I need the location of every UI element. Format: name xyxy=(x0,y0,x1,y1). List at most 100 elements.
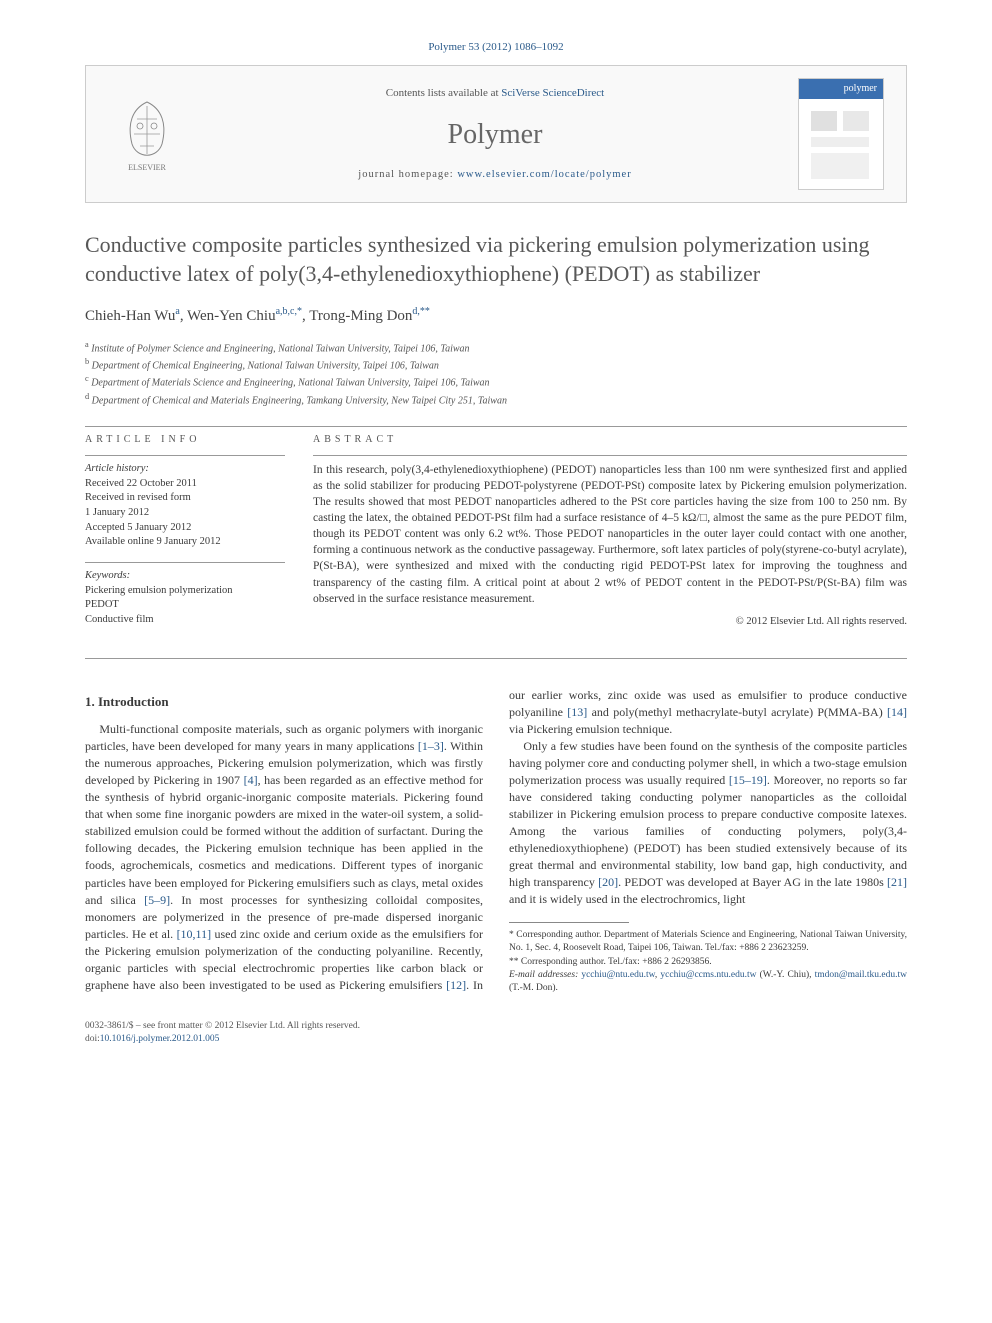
keywords-block: Keywords: Pickering emulsion polymerizat… xyxy=(85,569,285,628)
citation-ref[interactable]: [5–9] xyxy=(144,893,170,907)
author: Chieh-Han Wua xyxy=(85,308,180,324)
email-label: E-mail addresses: xyxy=(509,970,581,980)
elsevier-logo: ELSEVIER xyxy=(112,94,182,174)
history-line: Accepted 5 January 2012 xyxy=(85,521,285,536)
journal-cover-wrap: polymer xyxy=(798,78,890,190)
section-heading: 1. Introduction xyxy=(85,693,483,711)
affiliation: a Institute of Polymer Science and Engin… xyxy=(85,339,907,356)
homepage-link[interactable]: www.elsevier.com/locate/polymer xyxy=(457,169,631,180)
email-link[interactable]: ycchiu@ccms.ntu.edu.tw xyxy=(660,970,756,980)
divider xyxy=(85,562,285,563)
cover-body xyxy=(799,99,883,198)
footnotes: * Corresponding author. Department of Ma… xyxy=(509,929,907,995)
citation-line: Polymer 53 (2012) 1086–1092 xyxy=(85,40,907,55)
history-line: Received 22 October 2011 xyxy=(85,477,285,492)
doi-label: doi: xyxy=(85,1034,100,1044)
divider xyxy=(85,658,907,659)
corresponding-link[interactable]: a,b,c,* xyxy=(276,306,302,317)
affil-marker: a xyxy=(85,340,89,349)
history-line: Available online 9 January 2012 xyxy=(85,535,285,550)
doi-link[interactable]: 10.1016/j.polymer.2012.01.005 xyxy=(100,1034,220,1044)
body-text: and it is widely used in the electrochro… xyxy=(509,892,745,906)
contents-link[interactable]: SciVerse ScienceDirect xyxy=(501,87,604,99)
affil-text: Institute of Polymer Science and Enginee… xyxy=(91,343,469,354)
citation-ref[interactable]: [1–3] xyxy=(418,739,444,753)
author-name: Chieh-Han Wu xyxy=(85,308,175,324)
contents-line: Contents lists available at SciVerse Sci… xyxy=(192,86,798,101)
journal-name: Polymer xyxy=(192,115,798,154)
citation-ref[interactable]: [4] xyxy=(244,773,258,787)
body-columns: 1. Introduction Multi-functional composi… xyxy=(85,687,907,996)
footer-doi: doi:10.1016/j.polymer.2012.01.005 xyxy=(85,1033,907,1046)
page-footer: 0032-3861/$ – see front matter © 2012 El… xyxy=(85,1020,907,1047)
affiliation: d Department of Chemical and Materials E… xyxy=(85,391,907,408)
history-line: 1 January 2012 xyxy=(85,506,285,521)
keyword: Conductive film xyxy=(85,613,285,628)
body-text: . PEDOT was developed at Bayer AG in the… xyxy=(618,875,887,889)
body-text: , has been regarded as an effective meth… xyxy=(85,773,483,906)
abstract-column: ABSTRACT In this research, poly(3,4-ethy… xyxy=(313,433,907,640)
author: Wen-Yen Chiua,b,c,* xyxy=(187,308,302,324)
abstract-text: In this research, poly(3,4-ethylenedioxy… xyxy=(313,462,907,607)
body-paragraph: Only a few studies have been found on th… xyxy=(509,738,907,908)
citation-ref[interactable]: [20] xyxy=(598,875,618,889)
affil-marker: c xyxy=(85,374,89,383)
author-name: Wen-Yen Chiu xyxy=(187,308,276,324)
author-affil-marker: a xyxy=(175,306,179,317)
abstract-copyright: © 2012 Elsevier Ltd. All rights reserved… xyxy=(313,615,907,630)
history-label: Article history: xyxy=(85,462,285,477)
svg-text:ELSEVIER: ELSEVIER xyxy=(128,163,166,172)
contents-prefix: Contents lists available at xyxy=(386,87,501,99)
citation-ref[interactable]: [21] xyxy=(887,875,907,889)
email-link[interactable]: tmdon@mail.tku.edu.tw xyxy=(815,970,907,980)
author-affil-marker: a,b,c,* xyxy=(276,306,302,317)
affil-marker: d xyxy=(85,392,89,401)
affiliation-list: a Institute of Polymer Science and Engin… xyxy=(85,339,907,408)
abstract-label: ABSTRACT xyxy=(313,433,907,447)
affil-text: Department of Chemical and Materials Eng… xyxy=(92,395,507,406)
email-owner: (W.-Y. Chiu), xyxy=(756,970,814,980)
body-text: and poly(methyl methacrylate-butyl acryl… xyxy=(587,705,887,719)
author-name: Trong-Ming Don xyxy=(309,308,412,324)
author: Trong-Ming Dond,** xyxy=(309,308,430,324)
article-info-column: ARTICLE INFO Article history: Received 2… xyxy=(85,433,285,640)
homepage-line: journal homepage: www.elsevier.com/locat… xyxy=(192,168,798,183)
article-history-block: Article history: Received 22 October 201… xyxy=(85,462,285,550)
footnote: ** Corresponding author. Tel./fax: +886 … xyxy=(509,956,907,969)
email-link[interactable]: ycchiu@ntu.edu.tw xyxy=(581,970,655,980)
history-line: Received in revised form xyxy=(85,491,285,506)
footnote: * Corresponding author. Department of Ma… xyxy=(509,929,907,956)
citation-ref[interactable]: [15–19] xyxy=(729,773,767,787)
publisher-logo-wrap: ELSEVIER xyxy=(102,94,192,174)
info-abstract-row: ARTICLE INFO Article history: Received 2… xyxy=(85,433,907,640)
body-text: via Pickering emulsion technique. xyxy=(509,722,672,736)
affil-marker: b xyxy=(85,357,89,366)
citation-ref[interactable]: [12] xyxy=(446,978,466,992)
affil-text: Department of Chemical Engineering, Nati… xyxy=(92,360,439,371)
keyword: Pickering emulsion polymerization xyxy=(85,584,285,599)
corresponding-link[interactable]: d,** xyxy=(412,306,430,317)
divider xyxy=(85,426,907,427)
divider xyxy=(85,455,285,456)
article-title: Conductive composite particles synthesiz… xyxy=(85,231,907,288)
footnote-separator xyxy=(509,922,629,923)
homepage-prefix: journal homepage: xyxy=(358,169,457,180)
journal-header: ELSEVIER Contents lists available at Sci… xyxy=(85,65,907,203)
keyword: PEDOT xyxy=(85,598,285,613)
affiliation: b Department of Chemical Engineering, Na… xyxy=(85,356,907,373)
footnote-emails: E-mail addresses: ycchiu@ntu.edu.tw, ycc… xyxy=(509,969,907,996)
email-owner: (T.-M. Don). xyxy=(509,983,558,993)
citation-ref[interactable]: [13] xyxy=(567,705,587,719)
journal-cover: polymer xyxy=(798,78,884,190)
affil-text: Department of Materials Science and Engi… xyxy=(91,378,489,389)
header-center: Contents lists available at SciVerse Sci… xyxy=(192,86,798,183)
author-affil-marker: d,** xyxy=(412,306,430,317)
article-info-label: ARTICLE INFO xyxy=(85,433,285,447)
body-text: . Moreover, no reports so far have consi… xyxy=(509,773,907,889)
divider xyxy=(313,455,907,456)
author-list: Chieh-Han Wua, Wen-Yen Chiua,b,c,*, Tron… xyxy=(85,305,907,327)
citation-ref[interactable]: [10,11] xyxy=(177,927,212,941)
citation-ref[interactable]: [14] xyxy=(887,705,907,719)
cover-stripe: polymer xyxy=(799,79,883,99)
affiliation: c Department of Materials Science and En… xyxy=(85,373,907,390)
